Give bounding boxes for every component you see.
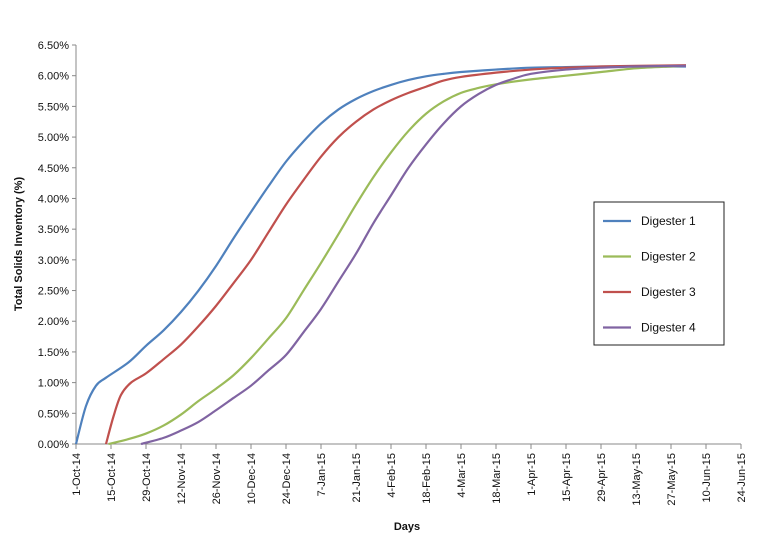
x-tick-label: 24-Jun-15 bbox=[736, 453, 748, 503]
y-tick-label: 4.00% bbox=[38, 193, 69, 205]
y-tick-label: 1.00% bbox=[38, 378, 69, 390]
y-tick-label: 3.50% bbox=[38, 224, 69, 236]
x-tick-label: 24-Dec-14 bbox=[281, 453, 293, 504]
y-tick-label: 3.00% bbox=[38, 255, 69, 267]
legend-label: Digester 3 bbox=[641, 285, 696, 299]
legend: Digester 1 Digester 2 Digester 3 Digester 4 bbox=[593, 201, 725, 346]
series-line-4 bbox=[140, 64, 687, 446]
series-line-3 bbox=[104, 64, 687, 445]
x-tick-label: 27-May-15 bbox=[666, 453, 678, 506]
legend-label: Digester 2 bbox=[641, 250, 696, 264]
series-line-2 bbox=[108, 64, 687, 446]
y-tick-label: 0.00% bbox=[38, 439, 69, 451]
series-lines bbox=[74, 64, 687, 446]
x-tick-label: 18-Mar-15 bbox=[491, 453, 503, 504]
y-tick-label: 6.50% bbox=[38, 40, 69, 52]
y-axis-title: Total Solids Inventory (%) bbox=[13, 177, 25, 312]
x-tick-label: 1-Apr-15 bbox=[526, 453, 538, 496]
x-tick-label: 21-Jan-15 bbox=[351, 453, 363, 503]
x-tick-label: 4-Feb-15 bbox=[386, 453, 398, 498]
x-tick-label: 15-Apr-15 bbox=[561, 453, 573, 502]
x-tick-label: 10-Jun-15 bbox=[701, 453, 713, 503]
x-tick-label: 26-Nov-14 bbox=[211, 453, 223, 504]
x-tick-label: 10-Dec-14 bbox=[246, 453, 258, 504]
x-tick-label: 15-Oct-14 bbox=[106, 453, 118, 502]
x-tick-label: 29-Apr-15 bbox=[596, 453, 608, 502]
y-tick-label: 2.00% bbox=[38, 316, 69, 328]
y-tick-label: 5.00% bbox=[38, 132, 69, 144]
y-tick-label: 2.50% bbox=[38, 286, 69, 298]
legend-label: Digester 4 bbox=[641, 321, 696, 335]
x-tick-label: 4-Mar-15 bbox=[456, 453, 468, 498]
y-tick-label: 4.50% bbox=[38, 163, 69, 175]
x-tick-label: 29-Oct-14 bbox=[141, 453, 153, 502]
y-tick-label: 0.50% bbox=[38, 408, 69, 420]
y-axis-ticks: 0.00% 0.50% 1.00% 1.50% 2.00% 2.50% 3.00% 3.50%… bbox=[38, 40, 76, 451]
y-tick-label: 5.50% bbox=[38, 101, 69, 113]
legend-box bbox=[593, 201, 725, 346]
legend-label: Digester 1 bbox=[641, 214, 696, 228]
y-tick-label: 1.50% bbox=[38, 347, 69, 359]
x-tick-label: 7-Jan-15 bbox=[316, 453, 328, 496]
x-tick-label: 12-Nov-14 bbox=[176, 453, 188, 504]
series-line-1 bbox=[74, 65, 686, 445]
y-tick-label: 6.00% bbox=[38, 71, 69, 83]
x-tick-label: 13-May-15 bbox=[631, 453, 643, 506]
x-axis-ticks: 1-Oct-14 15-Oct-14 29-Oct-14 12-Nov-14 26-No… bbox=[71, 444, 748, 506]
x-tick-label: 1-Oct-14 bbox=[71, 453, 83, 496]
x-tick-label: 18-Feb-15 bbox=[421, 453, 433, 504]
x-axis-title: Days bbox=[394, 521, 420, 533]
